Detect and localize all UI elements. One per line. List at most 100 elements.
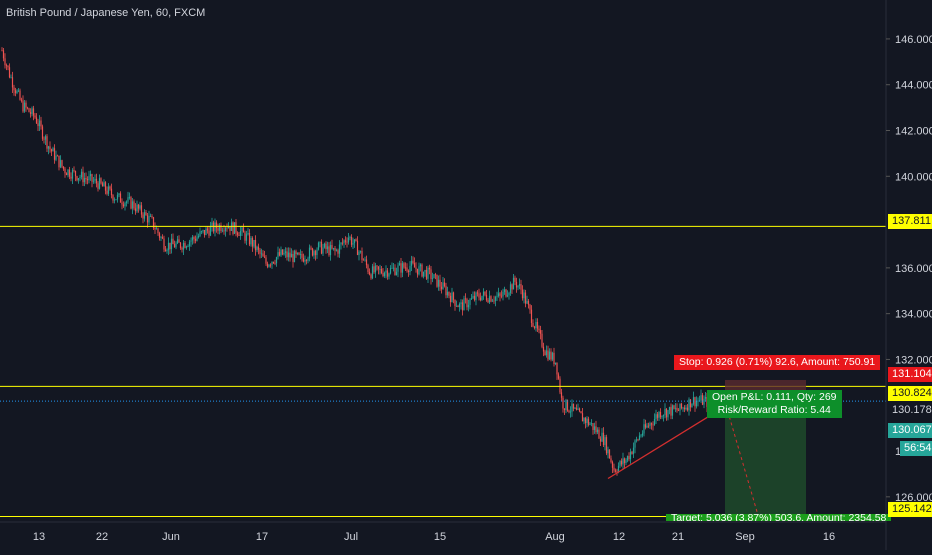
candle-body [179,242,182,248]
candle-body [52,148,54,152]
candle-body [544,351,546,356]
candle-body [287,252,290,258]
candle-body [446,291,449,296]
candle-body [380,269,383,274]
candle-body [491,300,494,302]
last-price-tag: 130.067 [888,423,932,438]
candle-body [283,252,285,255]
candle-body [701,395,704,405]
candle-body [67,169,69,176]
candle-body [143,212,146,219]
candle-body [568,410,570,413]
candle-body [142,214,144,219]
candle-body [82,171,84,183]
candle-body [338,244,341,254]
candle-body [160,237,162,238]
candle-body [560,392,563,398]
candle-body [439,279,441,287]
candle-body [320,241,323,254]
candle-body [118,193,120,195]
candle-body [385,270,387,273]
candle-body [410,260,413,266]
candle-body [79,177,81,179]
candle-body [190,240,192,242]
candle-body [2,50,5,59]
candle-body [574,408,576,409]
candle-body [671,405,674,416]
candle-body [493,300,495,302]
candle-body [415,267,417,269]
candle-body [682,407,684,409]
level-price-tag: 137.811 [888,214,932,229]
candle-body [281,249,284,255]
candle-body [7,65,9,68]
candle-body [559,378,561,393]
candle-body [16,90,18,94]
candle-body [649,423,651,427]
candle-body [80,171,83,178]
candle-body [497,293,500,297]
price-tick-label: 142.000 [895,126,932,138]
candle-body [161,237,164,239]
candle-body [586,418,588,424]
candle-body [466,299,468,308]
candle-body [679,403,681,411]
candle-body [86,179,89,181]
candle-body [187,246,189,247]
candle-body [575,408,578,410]
candle-body [527,301,530,305]
candle-body [217,228,219,231]
candle-body [256,246,258,251]
candle-body [452,292,455,300]
candle-body [20,99,23,101]
candle-body [664,408,666,416]
candle-body [631,451,633,454]
candle-body [125,201,128,203]
candle-body [653,419,656,425]
candle-body [298,252,300,255]
candle-body [581,413,584,422]
candle-body [28,108,30,113]
candle-body [22,100,24,112]
candle-body [85,178,87,180]
candle-body [250,237,252,245]
candle-body [668,407,671,411]
candle-body [331,245,333,249]
candle-body [151,216,153,218]
candle-body [632,447,635,454]
candle-body [658,411,660,418]
candle-body [437,279,440,287]
candle-body [686,407,689,411]
candle-body [340,242,342,245]
candle-body [107,186,110,194]
candle-body [113,199,116,201]
time-label: 22 [96,531,108,543]
candle-body [472,295,474,299]
candle-body [311,248,314,256]
candle-body [313,251,315,256]
candle-body [428,267,431,270]
candle-body [119,193,122,203]
candle-body [209,226,212,236]
candle-body [127,197,129,202]
candle-body [695,400,698,407]
candle-body [514,277,516,282]
candle-body [512,277,515,290]
candle-body [604,437,606,446]
candle-body [280,249,282,256]
candle-body [646,425,648,428]
open-pl-label: Open P&L: 0.111, Qty: 269 Risk/Reward Ra… [707,390,842,418]
candle-body [565,399,567,410]
candle-body [566,399,569,411]
candle-body [58,155,60,168]
candle-body [622,458,624,465]
candle-body [41,126,44,139]
candle-body [583,417,585,422]
candle-body [694,397,696,407]
candle-body [178,239,180,243]
candle-body [167,242,170,251]
candle-body [365,259,368,266]
candle-body [680,403,683,409]
